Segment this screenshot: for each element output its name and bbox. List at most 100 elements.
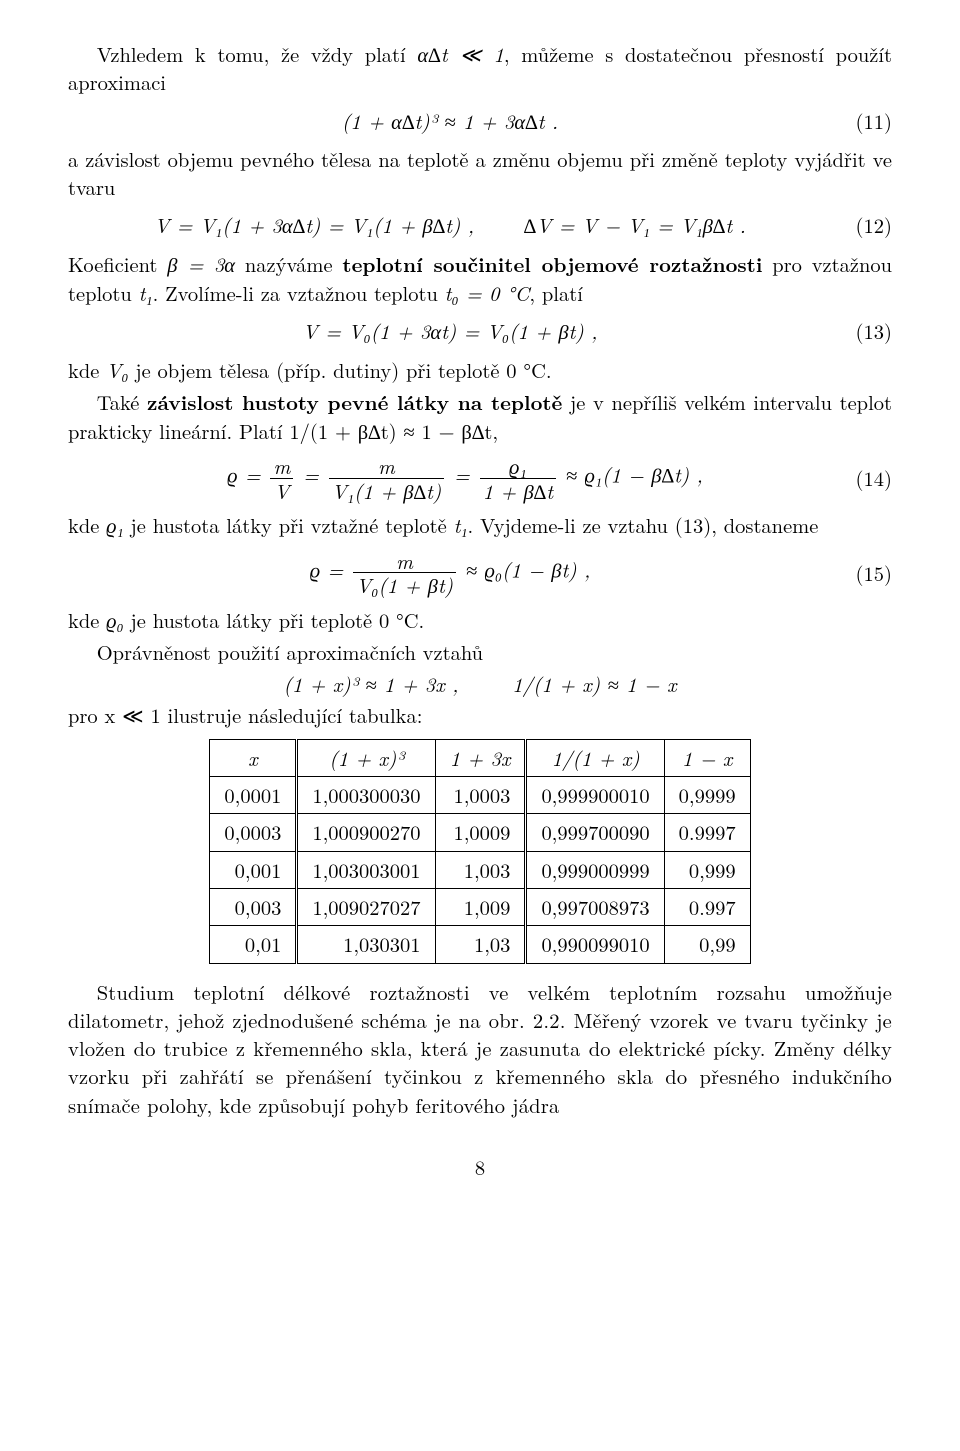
cell: 1,000300030 [297,777,435,814]
page-number: 8 [68,1153,892,1181]
cell: 0.997 [664,888,750,925]
eq-body: ϱ = m V = m V₁(1 + β∆t) = ϱ₁ 1 + β∆t ≈ ϱ… [68,455,832,501]
eq-number: (13) [832,317,892,345]
text: nazýváme [235,249,342,278]
eq-body: ϱ = m V₀(1 + βt) ≈ ϱ₀(1 − βt) , [68,550,832,596]
eq-text: (1 + α∆t)³ ≈ 1 + 3α∆t . [342,106,558,135]
cell: 0,990099010 [526,926,664,963]
para-8b: pro x ≪ 1 ilustruje následující tabulka: [68,701,892,729]
eq-number: (14) [832,464,892,492]
col-x: x [210,739,297,776]
fraction: ϱ₁ 1 + β∆t [477,455,559,501]
text: je hustota látky při teplotě 0 °C. [124,605,425,634]
math-inline: ϱ₀ [106,605,124,634]
table-row: 0,01 1,030301 1,03 0,990099010 0,99 [210,926,750,963]
fraction: m V₀(1 + βt) [350,550,459,596]
col-recip: 1/(1 + x) [526,739,664,776]
bold-term: teplotní součinitel objemové roztažnosti [342,250,762,279]
approx-a: (1 + x)³ ≈ 1 + 3x , [283,669,458,698]
para-3: Koeficient β = 3α nazýváme teplotní souč… [68,250,892,308]
cell: 0,0001 [210,777,297,814]
eq-text: V = V₀(1 + 3αt) = V₀(1 + βt) , [303,316,598,345]
equation-15: ϱ = m V₀(1 + βt) ≈ ϱ₀(1 − βt) , (15) [68,550,892,596]
eq-lhs: ϱ = [310,554,343,583]
table-row: 0,003 1,009027027 1,009 0,997008973 0.99… [210,888,750,925]
eq-number: (11) [832,107,892,135]
fraction: m V [267,455,296,501]
para-4: kde V₀ je objem tělesa (příp. dutiny) př… [68,356,892,384]
table-row: 0,0001 1,000300030 1,0003 0,999900010 0,… [210,777,750,814]
math-inline: t₀ = 0 °C [445,278,530,307]
equation-13: V = V₀(1 + 3αt) = V₀(1 + βt) , (13) [68,317,892,345]
cell: 0,01 [210,926,297,963]
cell: 1,009027027 [297,888,435,925]
eq-body: V = V₁(1 + 3α∆t) = V₁(1 + β∆t) , ∆V = V … [68,211,832,239]
approx-table: x (1 + x)³ 1 + 3x 1/(1 + x) 1 − x 0,0001… [209,739,750,964]
col-oneminus: 1 − x [664,739,750,776]
text: . Vyjdeme-li ze vztahu (13), dostaneme [468,510,819,539]
cell: 0,999700090 [526,814,664,851]
text: , platí [529,278,583,307]
eq-body: V = V₀(1 + 3αt) = V₀(1 + βt) , [68,317,832,345]
cell: 1,000900270 [297,814,435,851]
equation-14: ϱ = m V = m V₁(1 + β∆t) = ϱ₁ 1 + β∆t ≈ ϱ… [68,455,892,501]
text: je hustota látky při vztažné teplotě [124,510,454,539]
equation-12: V = V₁(1 + 3α∆t) = V₁(1 + β∆t) , ∆V = V … [68,211,892,239]
cell: 0,003 [210,888,297,925]
table-header-row: x (1 + x)³ 1 + 3x 1/(1 + x) 1 − x [210,739,750,776]
approx-relations: (1 + x)³ ≈ 1 + 3x , 1/(1 + x) ≈ 1 − x [68,670,892,698]
math-inline: V₀ [106,355,128,384]
text: kde [68,355,106,384]
cell: 1,009 [435,888,526,925]
para-6: kde ϱ₁ je hustota látky při vztažné tepl… [68,511,892,539]
text: Vzhledem k tomu, že vždy platí [97,39,418,68]
eq-body: (1 + α∆t)³ ≈ 1 + 3α∆t . [68,107,832,135]
para-5: Také závislost hustoty pevné látky na te… [68,388,892,446]
para-9: Studium teplotní délkové roztažnosti ve … [68,978,892,1119]
col-lin: 1 + 3x [435,739,526,776]
para-8: Oprávněnost použití aproximačních vztahů [68,638,892,666]
equation-11: (1 + α∆t)³ ≈ 1 + 3α∆t . (11) [68,107,892,135]
frac-den: V [270,479,293,502]
cell: 1,0009 [435,814,526,851]
col-cube: (1 + x)³ [297,739,435,776]
eq-op: = [303,460,319,489]
math-inline: ϱ₁ [106,510,124,539]
eq-number: (12) [832,211,892,239]
cell: 0,999 [664,851,750,888]
math-inline: β = 3α [167,249,235,278]
math-inline: t₁ [454,510,468,539]
text: je objem tělesa (příp. dutiny) při teplo… [129,355,552,384]
text: . Zvolíme-li za vztažnou teplotu [153,278,445,307]
cell: 1,030301 [297,926,435,963]
para-1: Vzhledem k tomu, že vždy platí α∆t ≪ 1, … [68,40,892,97]
fraction: m V₁(1 + β∆t) [326,455,448,501]
text: Také [97,387,147,416]
eq-text-a: V = V₁(1 + 3α∆t) = V₁(1 + β∆t) , [154,210,474,239]
cell: 1,03 [435,926,526,963]
frac-den: 1 + β∆t [480,479,556,502]
eq-text-b: ∆V = V − V₁ = V₁β∆t . [524,210,746,239]
cell: 0,0003 [210,814,297,851]
math-inline: t₁ [139,278,153,307]
eq-rhs: ≈ ϱ₁(1 − β∆t) , [566,460,703,489]
para-7: kde ϱ₀ je hustota látky při teplotě 0 °C… [68,606,892,634]
table-row: 0,0003 1,000900270 1,0009 0,999700090 0.… [210,814,750,851]
cell: 0,999000999 [526,851,664,888]
bold-term: závislost hustoty pevné látky na teplotě [147,388,562,417]
eq-lhs: ϱ = [227,460,260,489]
text: kde [68,605,106,634]
text: Koeficient [68,249,167,278]
cell: 1,003 [435,851,526,888]
cell: 0,99 [664,926,750,963]
cell: 0,997008973 [526,888,664,925]
cell: 1,0003 [435,777,526,814]
eq-rhs: ≈ ϱ₀(1 − βt) , [466,554,590,583]
cell: 0.9997 [664,814,750,851]
cell: 1,003003001 [297,851,435,888]
text: kde [68,510,106,539]
table-row: 0,001 1,003003001 1,003 0,999000999 0,99… [210,851,750,888]
frac-den: V₁(1 + β∆t) [329,479,445,502]
frac-den: V₀(1 + βt) [353,573,456,596]
approx-b: 1/(1 + x) ≈ 1 − x [512,669,676,698]
